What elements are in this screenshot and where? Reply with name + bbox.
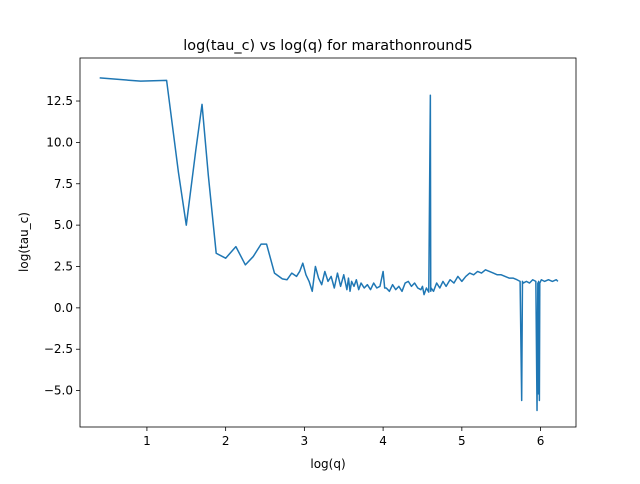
y-tick-label: 5.0 (54, 218, 73, 232)
axes-frame (79, 57, 577, 428)
x-tick-label: 3 (301, 434, 309, 448)
x-tick-label: 2 (222, 434, 230, 448)
y-tick-label: −5.0 (44, 384, 73, 398)
y-tick-label: 0.0 (54, 301, 73, 315)
x-tick-label: 1 (143, 434, 151, 448)
y-tick-label: 10.0 (46, 135, 73, 149)
y-axis-ticks: −5.0 −2.5 0.0 2.5 5.0 7.5 10.0 12.5 (44, 94, 80, 398)
y-tick-label: 2.5 (54, 259, 73, 273)
x-axis-label: log(q) (310, 457, 345, 471)
y-tick-label: 7.5 (54, 177, 73, 191)
y-tick-label: 12.5 (46, 94, 73, 108)
y-axis-label: log(tau_c) (17, 212, 31, 272)
x-tick-label: 4 (379, 434, 387, 448)
series-line-0 (99, 77, 559, 412)
x-axis-ticks: 1 2 3 4 5 6 (143, 427, 544, 448)
x-tick-label: 5 (458, 434, 466, 448)
chart-title: log(tau_c) vs log(q) for marathonround5 (183, 38, 472, 54)
y-tick-label: −2.5 (44, 342, 73, 356)
x-tick-label: 6 (537, 434, 545, 448)
plot-area (99, 77, 559, 412)
